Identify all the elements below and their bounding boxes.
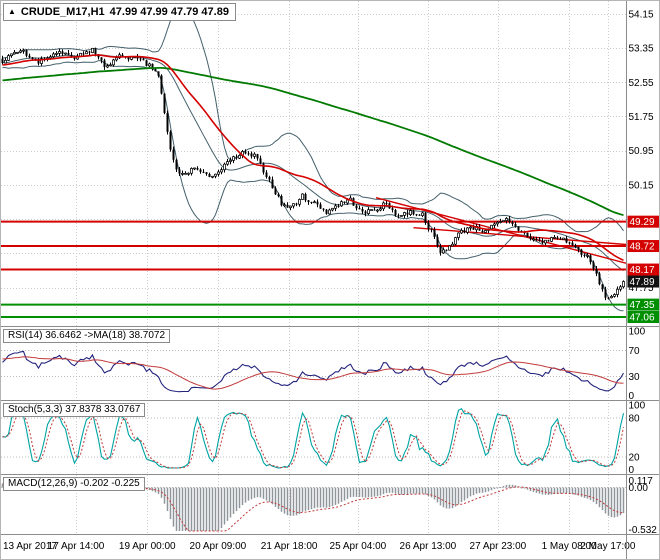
- rsi-axis-label: 0: [629, 391, 635, 402]
- stoch-axis-label: 20: [629, 453, 641, 464]
- x-axis-label: 21 Apr 18:00: [261, 541, 318, 552]
- svg-text:47.35: 47.35: [630, 300, 655, 311]
- x-axis-label: 19 Apr 00:00: [119, 541, 176, 552]
- price-axis-label: 50.15: [629, 180, 654, 191]
- stoch-axis-label: 80: [629, 414, 641, 425]
- price-axis-label: 50.95: [629, 146, 654, 157]
- price-axis-label: 51.75: [629, 112, 654, 123]
- price-axis-label: 54.15: [629, 9, 654, 20]
- rsi-axis-label: 100: [629, 327, 646, 338]
- candles-layer: [1, 47, 625, 301]
- x-axis-label: 25 Apr 04:00: [330, 541, 387, 552]
- price-axis-label: 53.35: [629, 44, 654, 55]
- x-axis-label: 17 Apr 14:00: [48, 541, 105, 552]
- svg-text:48.17: 48.17: [630, 265, 655, 276]
- stoch-k-line: [2, 407, 625, 469]
- macd-indicator-label: MACD(12,26,9) -0.202 -0.225: [3, 477, 145, 491]
- svg-text:48.72: 48.72: [630, 242, 655, 253]
- stoch-axis-label: 100: [629, 401, 646, 412]
- symbol-label: CRUDE_M17,H1: [20, 6, 105, 18]
- svg-text:49.29: 49.29: [630, 217, 655, 228]
- price-badge: 48.17: [627, 263, 659, 276]
- stoch-axis-label: 0: [629, 465, 635, 476]
- svg-text:47.06: 47.06: [630, 313, 655, 324]
- rsi-ma-line: [2, 356, 624, 390]
- price-axis-label: 47.75: [629, 283, 654, 294]
- x-axis-label: 1 May 08:00: [542, 541, 597, 552]
- trend-line[interactable]: [413, 226, 630, 246]
- price-badge: 49.29: [627, 215, 659, 228]
- symbol-icon: ▲: [8, 7, 16, 16]
- rsi-axis-label: 30: [629, 372, 641, 383]
- rsi-line: [2, 350, 624, 393]
- stoch-d-line: [2, 410, 624, 469]
- svg-text:47.89: 47.89: [630, 277, 655, 288]
- macd-axis-label: 0.00: [629, 483, 649, 494]
- price-badge: 48.72: [627, 240, 659, 253]
- price-axis-label: 52.55: [629, 78, 654, 89]
- x-axis-label: 2 May 17:00: [580, 541, 635, 552]
- macd-axis-label: -0.532: [629, 525, 658, 536]
- grid-layer: [1, 1, 626, 534]
- price-badge: 47.35: [627, 298, 659, 311]
- rsi-indicator-label: RSI(14) 36.6462 ->MA(18) 38.7072: [3, 329, 171, 343]
- ma-fast-line: [2, 54, 624, 262]
- ohlc-values: 47.99 47.99 47.79 47.89: [109, 6, 229, 18]
- horizontal-levels: [1, 197, 630, 319]
- chart-title: ▲ CRUDE_M17,H1 47.99 47.99 47.79 47.89: [3, 3, 236, 21]
- x-axis-label: 27 Apr 23:00: [470, 541, 527, 552]
- x-axis-label: 20 Apr 09:00: [190, 541, 247, 552]
- macd-axis-label: 0.117: [629, 476, 654, 487]
- x-axis-label: 13 Apr 2017: [3, 541, 57, 552]
- macd-signal-line: [2, 481, 624, 532]
- x-axis-label: 26 Apr 13:00: [400, 541, 457, 552]
- price-badge: 47.06: [627, 311, 659, 324]
- price-badge: 47.89: [627, 275, 659, 288]
- ma-slow-line: [2, 67, 624, 217]
- price-scale: 54.15 53.35 52.55 51.75 50.95 50.15 47.75 49.29…: [627, 9, 659, 536]
- rsi-axis-label: 70: [629, 346, 641, 357]
- stoch-indicator-label: Stoch(5,3,3) 37.8378 33.0767: [3, 403, 146, 417]
